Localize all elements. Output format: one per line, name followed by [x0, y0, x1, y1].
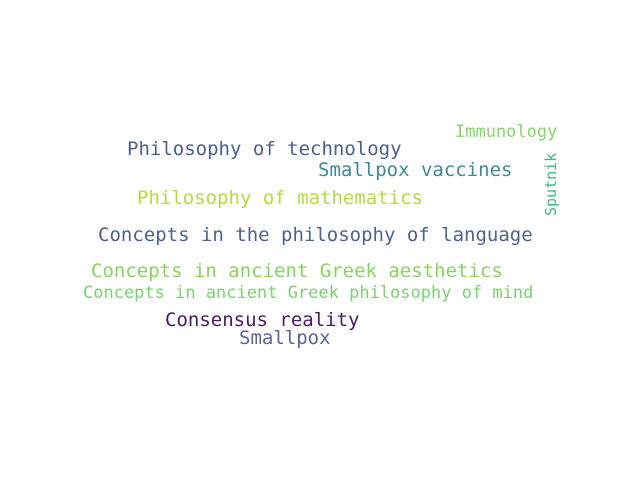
word-sputnik: Sputnik — [542, 152, 560, 216]
word-concepts-greek-philosophy-of-mind: Concepts in ancient Greek philosophy of … — [83, 283, 534, 303]
word-concepts-philosophy-of-language: Concepts in the philosophy of language — [98, 224, 533, 246]
word-philosophy-of-technology: Philosophy of technology — [127, 138, 402, 160]
word-smallpox-vaccines: Smallpox vaccines — [318, 159, 513, 181]
word-smallpox: Smallpox — [239, 327, 331, 349]
word-concepts-greek-aesthetics: Concepts in ancient Greek aesthetics — [91, 260, 503, 282]
word-consensus-reality: Consensus reality — [165, 309, 360, 331]
word-immunology: Immunology — [455, 122, 558, 142]
word-philosophy-of-mathematics: Philosophy of mathematics — [137, 187, 423, 209]
